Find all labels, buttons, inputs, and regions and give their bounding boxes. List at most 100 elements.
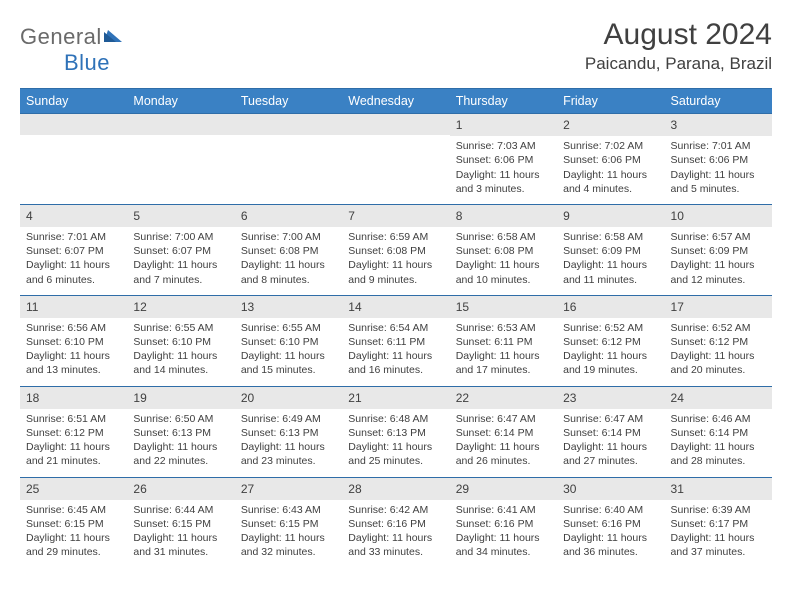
day-number: 19 — [127, 386, 234, 409]
day-body: Sunrise: 7:01 AMSunset: 6:06 PMDaylight:… — [665, 136, 772, 204]
sunrise-line: Sunrise: 6:49 AM — [241, 412, 336, 426]
sunrise-line: Sunrise: 6:54 AM — [348, 321, 443, 335]
sunset-line: Sunset: 6:14 PM — [563, 426, 658, 440]
day-body: Sunrise: 6:40 AMSunset: 6:16 PMDaylight:… — [557, 500, 664, 568]
day-body: Sunrise: 6:44 AMSunset: 6:15 PMDaylight:… — [127, 500, 234, 568]
calendar-cell: 31Sunrise: 6:39 AMSunset: 6:17 PMDayligh… — [665, 477, 772, 568]
month-title: August 2024 — [585, 18, 772, 52]
day-number: 25 — [20, 477, 127, 500]
day-body: Sunrise: 7:02 AMSunset: 6:06 PMDaylight:… — [557, 136, 664, 204]
sunrise-line: Sunrise: 6:50 AM — [133, 412, 228, 426]
sunrise-line: Sunrise: 6:56 AM — [26, 321, 121, 335]
day-number: 11 — [20, 295, 127, 318]
daylight-line: Daylight: 11 hours and 28 minutes. — [671, 440, 766, 468]
calendar-cell: 29Sunrise: 6:41 AMSunset: 6:16 PMDayligh… — [450, 477, 557, 568]
day-body: Sunrise: 6:46 AMSunset: 6:14 PMDaylight:… — [665, 409, 772, 477]
flag-icon — [104, 24, 126, 50]
day-body: Sunrise: 6:55 AMSunset: 6:10 PMDaylight:… — [235, 318, 342, 386]
sunrise-line: Sunrise: 6:43 AM — [241, 503, 336, 517]
daylight-line: Daylight: 11 hours and 34 minutes. — [456, 531, 551, 559]
location: Paicandu, Parana, Brazil — [585, 54, 772, 74]
day-number: 5 — [127, 204, 234, 227]
logo: General Blue — [20, 18, 126, 76]
day-number: 24 — [665, 386, 772, 409]
sunset-line: Sunset: 6:06 PM — [456, 153, 551, 167]
day-number: 4 — [20, 204, 127, 227]
calendar-cell: 21Sunrise: 6:48 AMSunset: 6:13 PMDayligh… — [342, 386, 449, 477]
calendar-cell — [127, 113, 234, 204]
sunrise-line: Sunrise: 6:39 AM — [671, 503, 766, 517]
calendar-cell: 1Sunrise: 7:03 AMSunset: 6:06 PMDaylight… — [450, 113, 557, 204]
daylight-line: Daylight: 11 hours and 20 minutes. — [671, 349, 766, 377]
day-body: Sunrise: 6:42 AMSunset: 6:16 PMDaylight:… — [342, 500, 449, 568]
calendar-cell: 24Sunrise: 6:46 AMSunset: 6:14 PMDayligh… — [665, 386, 772, 477]
empty-day — [342, 113, 449, 135]
day-number: 10 — [665, 204, 772, 227]
calendar-cell: 16Sunrise: 6:52 AMSunset: 6:12 PMDayligh… — [557, 295, 664, 386]
calendar-cell — [20, 113, 127, 204]
day-number: 16 — [557, 295, 664, 318]
day-number: 17 — [665, 295, 772, 318]
calendar-cell: 6Sunrise: 7:00 AMSunset: 6:08 PMDaylight… — [235, 204, 342, 295]
sunset-line: Sunset: 6:16 PM — [348, 517, 443, 531]
day-number: 30 — [557, 477, 664, 500]
sunset-line: Sunset: 6:09 PM — [671, 244, 766, 258]
day-body: Sunrise: 6:55 AMSunset: 6:10 PMDaylight:… — [127, 318, 234, 386]
day-number: 13 — [235, 295, 342, 318]
sunset-line: Sunset: 6:13 PM — [133, 426, 228, 440]
sunset-line: Sunset: 6:15 PM — [133, 517, 228, 531]
day-number: 8 — [450, 204, 557, 227]
day-body: Sunrise: 6:49 AMSunset: 6:13 PMDaylight:… — [235, 409, 342, 477]
logo-part2: Blue — [64, 50, 110, 76]
day-body: Sunrise: 6:47 AMSunset: 6:14 PMDaylight:… — [557, 409, 664, 477]
day-number: 20 — [235, 386, 342, 409]
day-number: 7 — [342, 204, 449, 227]
daylight-line: Daylight: 11 hours and 25 minutes. — [348, 440, 443, 468]
sunrise-line: Sunrise: 6:45 AM — [26, 503, 121, 517]
daylight-line: Daylight: 11 hours and 4 minutes. — [563, 168, 658, 196]
calendar-cell: 11Sunrise: 6:56 AMSunset: 6:10 PMDayligh… — [20, 295, 127, 386]
sunset-line: Sunset: 6:16 PM — [563, 517, 658, 531]
calendar-cell: 30Sunrise: 6:40 AMSunset: 6:16 PMDayligh… — [557, 477, 664, 568]
day-number: 12 — [127, 295, 234, 318]
day-header: Tuesday — [235, 89, 342, 114]
daylight-line: Daylight: 11 hours and 5 minutes. — [671, 168, 766, 196]
sunset-line: Sunset: 6:13 PM — [241, 426, 336, 440]
day-body: Sunrise: 7:01 AMSunset: 6:07 PMDaylight:… — [20, 227, 127, 295]
sunrise-line: Sunrise: 7:03 AM — [456, 139, 551, 153]
day-number: 26 — [127, 477, 234, 500]
daylight-line: Daylight: 11 hours and 19 minutes. — [563, 349, 658, 377]
daylight-line: Daylight: 11 hours and 33 minutes. — [348, 531, 443, 559]
day-number: 3 — [665, 113, 772, 136]
day-header: Saturday — [665, 89, 772, 114]
calendar-cell: 28Sunrise: 6:42 AMSunset: 6:16 PMDayligh… — [342, 477, 449, 568]
calendar-body: 1Sunrise: 7:03 AMSunset: 6:06 PMDaylight… — [20, 113, 772, 567]
day-number: 2 — [557, 113, 664, 136]
day-body: Sunrise: 7:00 AMSunset: 6:07 PMDaylight:… — [127, 227, 234, 295]
daylight-line: Daylight: 11 hours and 14 minutes. — [133, 349, 228, 377]
day-number: 23 — [557, 386, 664, 409]
sunrise-line: Sunrise: 6:42 AM — [348, 503, 443, 517]
logo-part1: General — [20, 24, 102, 49]
calendar-cell: 19 Sunrise: 6:50 AMSunset: 6:13 PMDayligh… — [127, 386, 234, 477]
sunrise-line: Sunrise: 7:01 AM — [671, 139, 766, 153]
daylight-line: Daylight: 11 hours and 7 minutes. — [133, 258, 228, 286]
calendar-cell: 2Sunrise: 7:02 AMSunset: 6:06 PMDaylight… — [557, 113, 664, 204]
sunset-line: Sunset: 6:13 PM — [348, 426, 443, 440]
sunset-line: Sunset: 6:07 PM — [26, 244, 121, 258]
calendar-cell: 3Sunrise: 7:01 AMSunset: 6:06 PMDaylight… — [665, 113, 772, 204]
daylight-line: Daylight: 11 hours and 15 minutes. — [241, 349, 336, 377]
logo-text: General Blue — [20, 24, 126, 76]
sunset-line: Sunset: 6:11 PM — [456, 335, 551, 349]
daylight-line: Daylight: 11 hours and 9 minutes. — [348, 258, 443, 286]
sunset-line: Sunset: 6:14 PM — [456, 426, 551, 440]
calendar-cell — [342, 113, 449, 204]
daylight-line: Daylight: 11 hours and 22 minutes. — [133, 440, 228, 468]
day-number: 18 — [20, 386, 127, 409]
sunrise-line: Sunrise: 6:57 AM — [671, 230, 766, 244]
sunset-line: Sunset: 6:15 PM — [26, 517, 121, 531]
day-body: Sunrise: 7:03 AMSunset: 6:06 PMDaylight:… — [450, 136, 557, 204]
sunset-line: Sunset: 6:10 PM — [133, 335, 228, 349]
day-body: Sunrise: 6:52 AMSunset: 6:12 PMDaylight:… — [557, 318, 664, 386]
calendar-cell: 25Sunrise: 6:45 AMSunset: 6:15 PMDayligh… — [20, 477, 127, 568]
